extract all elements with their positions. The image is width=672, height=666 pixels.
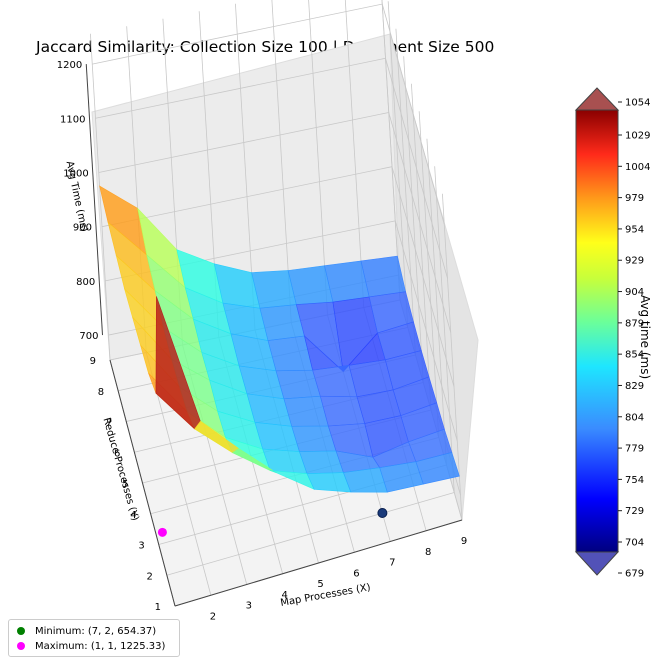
right-wall-grid-5 — [411, 83, 432, 411]
surface-patch-8-2 — [415, 452, 460, 485]
colorbar-tick-1029: 1029 — [625, 131, 650, 142]
colorbar-bottom-extension — [574, 551, 620, 576]
right-wall-grid-2 — [434, 166, 455, 493]
back-wall-grid-8 — [344, 0, 365, 308]
colorbar-top-extension — [574, 87, 620, 111]
back-wall-z-grid-900 — [101, 166, 393, 228]
legend-minimum-label: Minimum: (7, 2, 654.37) — [35, 625, 157, 637]
colorbar-tick-879: 879 — [625, 318, 644, 329]
axis-lines — [85, 64, 463, 607]
z-tick-1100: 1100 — [60, 114, 85, 125]
colorbar: 679 704 729 754 779 804 829 854 879 904 929 954 979 1… — [574, 87, 650, 580]
back-wall-z-grid-1200 — [92, 3, 383, 65]
colorbar-tick-754: 754 — [625, 475, 644, 486]
x-tick-6: 6 — [353, 568, 359, 579]
y-tick-4: 4 — [130, 510, 136, 521]
colorbar-tick-954: 954 — [625, 224, 644, 235]
z-tick-900: 900 — [73, 223, 92, 234]
y-tick-1: 1 — [155, 602, 161, 613]
right-wall-z-grid-800 — [394, 220, 458, 441]
colorbar-tick-679: 679 — [625, 569, 644, 580]
x-tick-3: 3 — [246, 601, 252, 612]
right-wall-z-grid-1200 — [381, 3, 445, 225]
colorbar-tick-729: 729 — [625, 506, 644, 517]
legend: Minimum: (7, 2, 654.37) Maximum: (1, 1, … — [8, 619, 180, 657]
colorbar-tick-979: 979 — [625, 193, 644, 204]
right-wall-grid-9 — [381, 0, 401, 301]
right-wall-z-grid-1000 — [388, 112, 452, 333]
y-tick-7: 7 — [106, 418, 112, 429]
colorbar-tick-1004: 1004 — [625, 162, 650, 173]
colorbar-label: Avg time (ms) — [638, 294, 652, 380]
legend-maximum: Maximum: (1, 1, 1225.33) — [17, 639, 165, 653]
y-tick-6: 6 — [114, 448, 120, 459]
back-wall-grid-7 — [308, 0, 328, 316]
right-wall-grid-3 — [426, 138, 447, 466]
back-wall-grid-1 — [90, 33, 111, 361]
colorbar-tick-854: 854 — [625, 350, 644, 361]
extrema-markers — [157, 507, 388, 537]
right-wall-z-grid-900 — [391, 166, 455, 387]
y-tick-2: 2 — [147, 571, 153, 582]
y-tick-8: 8 — [98, 387, 104, 398]
minimum-point — [377, 507, 388, 518]
colorbar-tick-704: 704 — [625, 538, 644, 549]
back-wall-grid-6 — [271, 0, 292, 323]
z-tick-800: 800 — [76, 277, 95, 288]
z-tick-700: 700 — [79, 331, 98, 342]
maximum-point — [157, 527, 167, 537]
y-tick-5: 5 — [122, 479, 128, 490]
back-wall-z-grid-1000 — [98, 112, 389, 173]
surface-patch-5-3 — [298, 450, 344, 475]
right-wall-grid-6 — [403, 56, 424, 383]
colorbar-tick-829: 829 — [625, 381, 644, 392]
x-tick-7: 7 — [389, 558, 395, 569]
surface-patch-8-9 — [360, 255, 406, 298]
z-tick-1000: 1000 — [63, 168, 88, 179]
z-tick-1200: 1200 — [57, 60, 82, 71]
z-axis-line — [85, 64, 104, 336]
surface — [99, 185, 460, 493]
y-tick-3: 3 — [138, 541, 144, 552]
right-wall-grid-8 — [387, 1, 409, 328]
colorbar-tick-779: 779 — [625, 444, 644, 455]
x-tick-5: 5 — [317, 579, 323, 590]
colorbar-tick-904: 904 — [625, 287, 644, 298]
right-wall-z-grid-1100 — [385, 58, 448, 279]
x-tick-8: 8 — [425, 547, 431, 558]
legend-minimum: Minimum: (7, 2, 654.37) — [17, 624, 156, 638]
right-wall-grid-4 — [418, 111, 440, 438]
right-wall-grid-7 — [395, 28, 416, 356]
y-tick-9: 9 — [90, 356, 96, 367]
legend-maximum-label: Maximum: (1, 1, 1225.33) — [35, 640, 166, 652]
colorbar-gradient — [575, 109, 619, 553]
x-axis-line — [174, 519, 463, 607]
colorbar-tick-1054: 1054 — [625, 98, 650, 109]
colorbar-tick-929: 929 — [625, 256, 644, 267]
right-wall-grid-1 — [442, 193, 463, 521]
maximum-marker-icon — [17, 642, 25, 650]
x-tick-2: 2 — [210, 611, 216, 622]
x-tick-4: 4 — [281, 590, 287, 601]
x-axis-label: Map Processes (X) — [280, 582, 372, 609]
y-axis-line — [109, 359, 176, 607]
back-wall-z-grid-1100 — [95, 57, 386, 119]
x-tick-9: 9 — [461, 536, 467, 547]
colorbar-tick-804: 804 — [625, 412, 644, 423]
minimum-marker-icon — [17, 627, 25, 635]
